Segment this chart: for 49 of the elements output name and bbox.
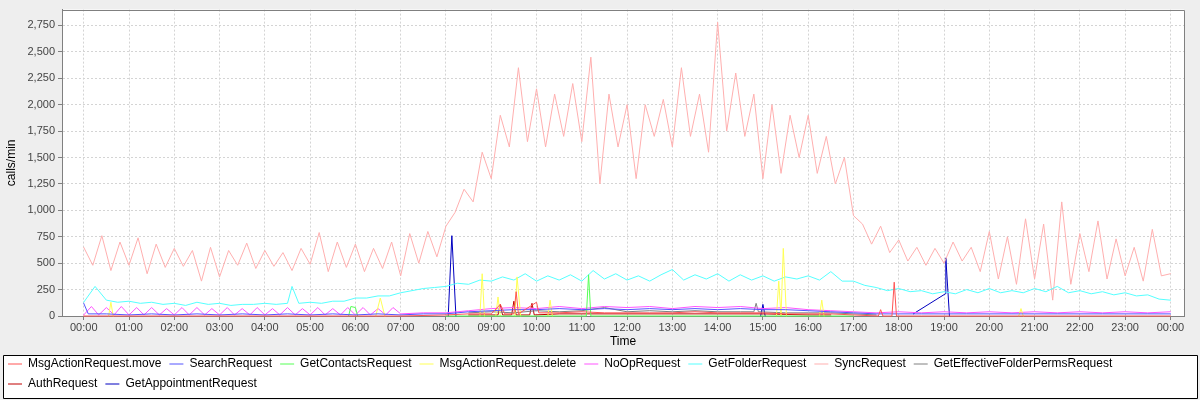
x-tick-label: 06:00	[341, 320, 370, 333]
y-tick-label: 1,500	[27, 150, 55, 163]
legend-label: GetFolderRequest	[708, 356, 808, 371]
legend-label: AuthRequest	[28, 376, 99, 391]
x-tick-label: 22:00	[1066, 320, 1094, 333]
y-tick-label: 1,250	[27, 176, 55, 189]
x-tick-label: 05:00	[296, 320, 324, 333]
x-tick-label: 04:00	[251, 320, 279, 333]
y-tick-label: 250	[36, 282, 55, 295]
x-axis-title: Time	[609, 334, 637, 349]
x-tick-label: 23:00	[1111, 320, 1139, 333]
x-tick-label: 16:00	[794, 320, 822, 333]
y-tick-label: 1,750	[27, 124, 55, 137]
y-tick-label: 750	[36, 229, 55, 242]
y-tick-label: 2,000	[27, 97, 55, 110]
x-tick-label: 07:00	[386, 320, 415, 333]
x-tick-label: 10:00	[522, 320, 551, 333]
y-tick-label: 500	[36, 256, 55, 269]
legend-label: MsgActionRequest.move	[28, 356, 162, 371]
y-tick-label: 2,250	[27, 71, 55, 84]
x-tick-label: 15:00	[749, 320, 777, 333]
legend-label: GetContactsRequest	[300, 356, 413, 371]
x-tick-label: 20:00	[975, 320, 1004, 333]
x-tick-label: 17:00	[839, 320, 868, 333]
x-tick-label: 01:00	[115, 320, 143, 333]
legend-label: GetEffectiveFolderPermsRequest	[933, 356, 1113, 371]
x-tick-label: 13:00	[658, 320, 687, 333]
legend-label: GetAppointmentRequest	[125, 376, 258, 391]
x-tick-label: 18:00	[884, 320, 913, 333]
x-tick-label: 08:00	[432, 320, 460, 333]
y-tick-label: 2,750	[27, 18, 55, 31]
x-tick-label: 00:00	[1156, 320, 1185, 333]
x-tick-label: 02:00	[160, 320, 189, 333]
legend-label: NoOpRequest	[604, 356, 681, 371]
legend-label: SyncRequest	[834, 356, 907, 371]
x-tick-label: 11:00	[568, 320, 596, 333]
x-tick-label: 03:00	[205, 320, 234, 333]
legend-label: SearchRequest	[189, 356, 273, 371]
legend-label: MsgActionRequest.delete	[439, 356, 577, 371]
x-tick-label: 12:00	[613, 320, 641, 333]
x-tick-label: 19:00	[930, 320, 958, 333]
y-axis-title: calls/min	[3, 139, 18, 187]
x-tick-label: 14:00	[703, 320, 732, 333]
x-tick-label: 09:00	[477, 320, 506, 333]
y-tick-label: 2,500	[27, 44, 55, 57]
y-tick-label: 1,000	[27, 203, 55, 216]
x-tick-label: 00:00	[69, 320, 98, 333]
x-tick-label: 21:00	[1020, 320, 1049, 333]
y-tick-label: 0	[48, 309, 55, 322]
